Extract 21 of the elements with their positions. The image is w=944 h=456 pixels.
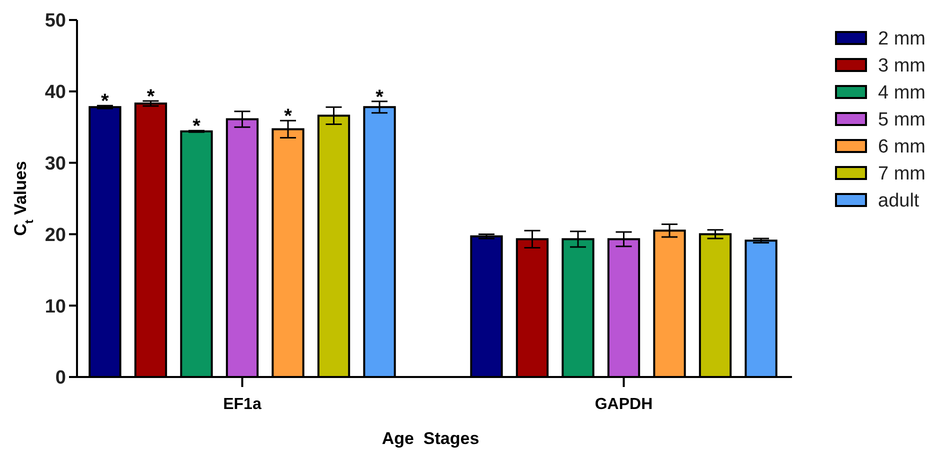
data-label: *	[192, 116, 201, 138]
x-tick-label: GAPDH	[594, 396, 653, 413]
y-tick-label: 40	[44, 82, 66, 104]
data-label: *	[146, 86, 155, 108]
y-tick-label: 50	[44, 10, 66, 32]
legend-label: 3 mm	[878, 56, 926, 77]
y-tick-label: 0	[55, 368, 66, 389]
data-label: *	[376, 86, 384, 108]
data-label: *	[284, 106, 292, 128]
y-tick-label: 20	[44, 224, 66, 246]
y-tick-label: 10	[44, 296, 66, 318]
y-tick-label: 30	[44, 153, 66, 174]
legend-label: 2 mm	[878, 28, 926, 50]
legend-label: 7 mm	[878, 164, 926, 185]
x-tick-label: EF1a	[223, 396, 262, 413]
legend-label: 6 mm	[878, 136, 926, 158]
data-label: *	[101, 90, 110, 113]
legend-label: 4 mm	[878, 82, 926, 104]
x-axis-title: Age Stages	[382, 429, 480, 448]
legend-label: 5 mm	[878, 110, 926, 131]
legend-label: adult	[878, 190, 920, 212]
